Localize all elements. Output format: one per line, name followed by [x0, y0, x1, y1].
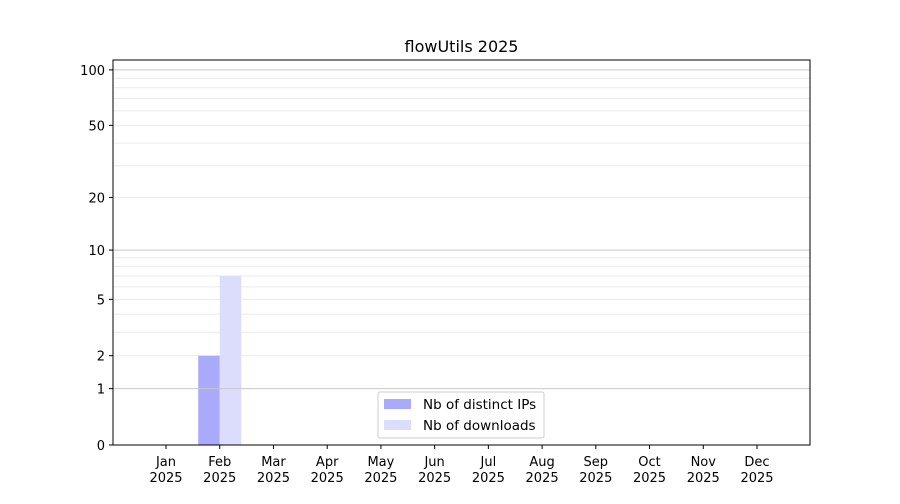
bar-distinct-ips	[198, 355, 220, 445]
x-tick-label: Apr	[316, 455, 339, 470]
legend-label-ips: Nb of distinct IPs	[423, 397, 536, 413]
x-tick-label: Sep	[584, 455, 609, 470]
bar-downloads	[219, 275, 242, 445]
chart-title: flowUtils 2025	[405, 37, 519, 56]
x-tick-label: Dec	[744, 455, 769, 470]
y-tick-label: 50	[88, 119, 105, 134]
x-tick-label: 2025	[526, 471, 559, 486]
legend-swatch-ips	[384, 399, 411, 409]
x-tick-label: Oct	[638, 455, 660, 470]
x-tick-label: Nov	[691, 455, 717, 470]
x-tick-label: 2025	[203, 471, 236, 486]
x-tick-label: 2025	[687, 471, 720, 486]
legend-label-downloads: Nb of downloads	[423, 418, 536, 434]
y-tick-label: 20	[88, 192, 105, 207]
x-tick-label: Mar	[261, 455, 286, 470]
x-tick-label: 2025	[257, 471, 290, 486]
x-tick-label: 2025	[311, 471, 344, 486]
y-tick-label: 100	[80, 64, 105, 79]
x-tick-label: Feb	[208, 455, 231, 470]
y-tick-label: 1	[97, 383, 105, 398]
x-tick-label: 2025	[579, 471, 612, 486]
x-tick-label: 2025	[418, 471, 451, 486]
x-tick-label: 2025	[149, 471, 182, 486]
legend: Nb of distinct IPs Nb of downloads	[377, 391, 545, 439]
x-tick-label: Jul	[480, 455, 497, 470]
x-tick-label: 2025	[364, 471, 397, 486]
x-tick-label: Aug	[529, 455, 554, 470]
x-tick-label: Jun	[423, 455, 444, 470]
legend-swatch-downloads	[384, 420, 411, 430]
y-tick-label: 2	[97, 350, 105, 365]
y-tick-label: 0	[97, 439, 105, 454]
plot-frame	[112, 59, 811, 446]
y-tick-label: 5	[97, 293, 105, 308]
x-tick-label: Jan	[155, 455, 176, 470]
x-tick-label: May	[367, 455, 394, 470]
y-tick-label: 10	[88, 244, 105, 259]
x-tick-label: 2025	[472, 471, 505, 486]
x-tick-label: 2025	[633, 471, 666, 486]
x-tick-label: 2025	[740, 471, 773, 486]
